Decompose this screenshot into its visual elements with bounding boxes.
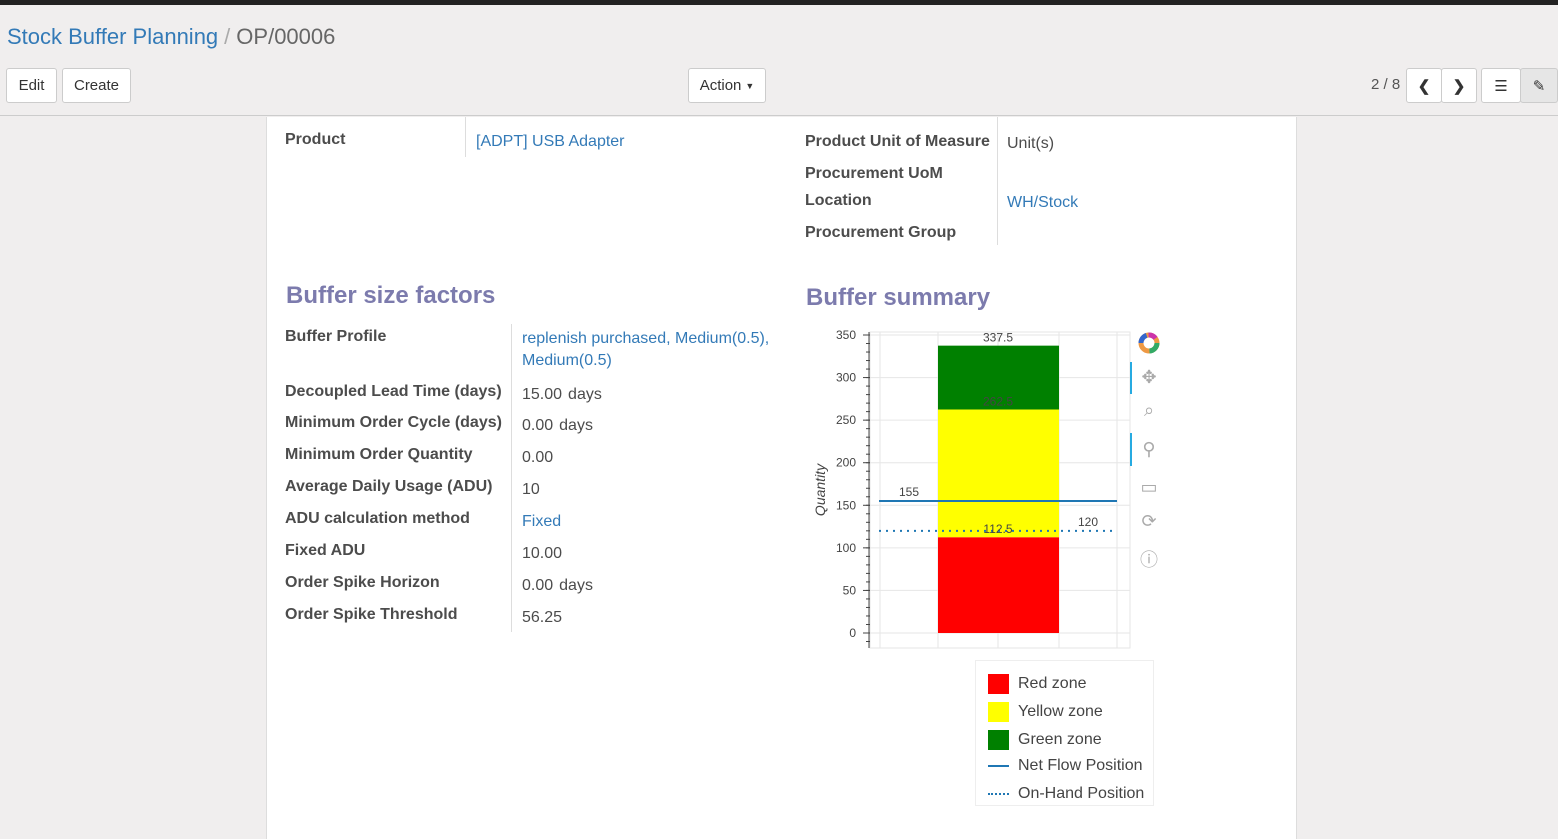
help-icon[interactable]: ⓘ xyxy=(1140,550,1158,570)
top-bar xyxy=(0,0,1558,5)
edit-form-icon: ✎ xyxy=(1532,77,1546,95)
factor-value-text: 0.00 xyxy=(522,449,554,466)
legend-on-hand: On-Hand Position xyxy=(988,785,1144,803)
create-button[interactable]: Create xyxy=(62,68,131,103)
edit-button[interactable]: Edit xyxy=(6,68,57,103)
breadcrumb-parent[interactable]: Stock Buffer Planning xyxy=(7,24,219,49)
buffer-chart: 0 50 100 150 200 250 300 350 Quantity 112.5 262.5 3… xyxy=(812,328,1131,649)
bar-green-zone xyxy=(938,345,1059,410)
y-tick-label: 0 xyxy=(849,626,856,640)
factor-label: Minimum Order Quantity xyxy=(285,446,473,463)
line-label: 120 xyxy=(1078,515,1098,529)
pager-next-button[interactable]: ❯ xyxy=(1441,68,1477,103)
y-tick-label: 100 xyxy=(836,541,856,555)
factor-value: 10 xyxy=(522,481,540,499)
factor-label: Order Spike Threshold xyxy=(285,606,458,623)
bar-yellow-zone xyxy=(938,409,1059,538)
factor-value-text: replenish purchased, Medium(0.5), Medium… xyxy=(522,330,770,369)
wheel-zoom-icon[interactable]: ⚲ xyxy=(1142,438,1156,459)
chart-legend: Red zone Yellow zone Green zone Net Flow… xyxy=(975,660,1154,806)
factor-label: Buffer Profile xyxy=(285,328,387,345)
product-value[interactable]: [ADPT] USB Adapter xyxy=(476,133,625,150)
control-panel: Stock Buffer Planning / OP/00006 xyxy=(0,5,1558,116)
reset-icon[interactable]: ⟳ xyxy=(1141,510,1157,531)
factors-title: Buffer size factors xyxy=(286,282,496,309)
factor-value: 10.00 xyxy=(522,545,562,563)
caret-down-icon: ▼ xyxy=(745,80,755,91)
factor-value-text: 10 xyxy=(522,481,540,498)
bar-red-zone xyxy=(938,537,1059,633)
factor-label: Order Spike Horizon xyxy=(285,574,440,591)
uom-value: Unit(s) xyxy=(1007,135,1055,152)
factor-value-text: 0.00 xyxy=(522,577,554,594)
y-tick-label: 350 xyxy=(836,328,856,342)
legend-net-flow: Net Flow Position xyxy=(988,757,1143,775)
proc-uom-label: Procurement UoM xyxy=(805,165,943,182)
factor-label: Average Daily Usage (ADU) xyxy=(285,478,493,495)
uom-label: Product Unit of Measure xyxy=(805,133,990,150)
y-axis-label: Quantity xyxy=(812,463,828,516)
bar-label: 262.5 xyxy=(983,395,1013,409)
pan-icon[interactable]: ✥ xyxy=(1141,366,1157,387)
location-value[interactable]: WH/Stock xyxy=(1007,194,1079,211)
list-view-button[interactable]: ☰ xyxy=(1481,68,1521,103)
factor-value: 0.00 xyxy=(522,449,553,467)
pager-value: 2 / 8 xyxy=(1371,76,1401,93)
legend-green-zone: Green zone xyxy=(988,730,1102,750)
factor-unit: days xyxy=(559,577,593,594)
breadcrumb-current: OP/00006 xyxy=(236,24,336,49)
product-label: Product xyxy=(285,131,346,148)
save-icon[interactable]: ▭ xyxy=(1140,476,1158,497)
action-label: Action xyxy=(699,77,742,94)
factor-unit: days xyxy=(568,386,602,403)
factor-value[interactable]: Fixed xyxy=(522,513,561,531)
bokeh-logo-icon[interactable] xyxy=(1138,332,1160,354)
factor-value-text: 56.25 xyxy=(522,609,563,626)
y-tick-label: 300 xyxy=(836,371,856,385)
line-label: 155 xyxy=(899,485,919,499)
summary-title: Buffer summary xyxy=(806,284,991,311)
y-tick-label: 150 xyxy=(836,498,856,512)
bar-label: 337.5 xyxy=(983,331,1013,345)
factor-label: Fixed ADU xyxy=(285,542,366,559)
y-tick-label: 200 xyxy=(836,456,856,470)
factor-value: 15.00 days xyxy=(522,386,602,404)
y-tick-label: 50 xyxy=(843,583,857,597)
factor-label: Decoupled Lead Time (days) xyxy=(285,383,502,400)
bar-label: 112.5 xyxy=(983,522,1012,536)
legend-red-zone: Red zone xyxy=(988,674,1087,694)
factor-value-text: 15.00 xyxy=(522,386,563,403)
location-label: Location xyxy=(805,192,872,209)
factor-value: 0.00 days xyxy=(522,417,593,435)
factor-value: 0.00 days xyxy=(522,577,593,595)
factor-value-text: 10.00 xyxy=(522,545,563,562)
factor-value-text: Fixed xyxy=(522,513,562,530)
list-icon: ☰ xyxy=(1494,77,1508,95)
pager-previous-button[interactable]: ❮ xyxy=(1406,68,1442,103)
factor-label: ADU calculation method xyxy=(285,510,470,527)
breadcrumb: Stock Buffer Planning / OP/00006 xyxy=(7,24,336,49)
legend-yellow-zone: Yellow zone xyxy=(988,702,1103,722)
factor-value-text: 0.00 xyxy=(522,417,554,434)
factor-value[interactable]: replenish purchased, Medium(0.5), Medium… xyxy=(522,328,777,372)
action-dropdown[interactable]: Action ▼ xyxy=(688,68,766,103)
form-view-button[interactable]: ✎ xyxy=(1520,68,1558,103)
box-zoom-icon[interactable]: ⌕ xyxy=(1143,399,1155,420)
proc-group-label: Procurement Group xyxy=(805,224,957,241)
factor-label: Minimum Order Cycle (days) xyxy=(285,414,502,431)
factor-value: 56.25 xyxy=(522,609,562,627)
factor-unit: days xyxy=(559,417,593,434)
y-tick-label: 250 xyxy=(836,413,856,427)
